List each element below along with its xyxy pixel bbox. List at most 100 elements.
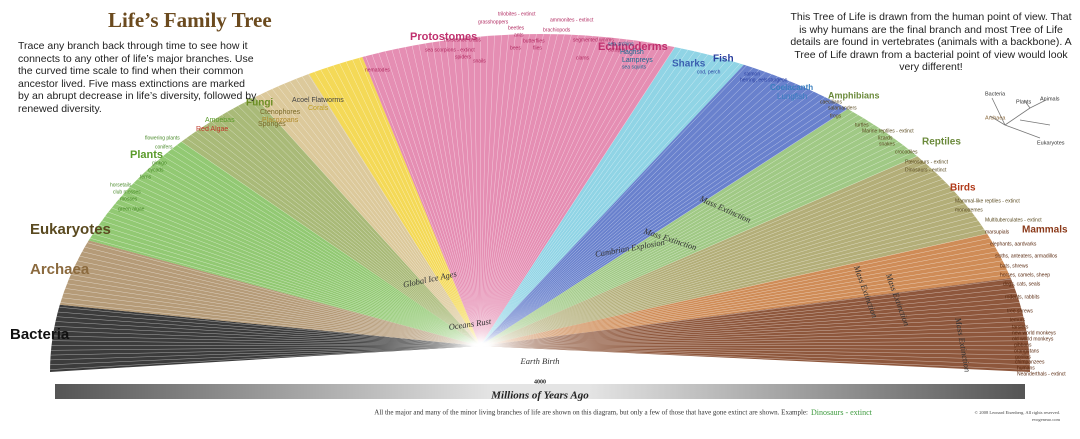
- branch-line: [171, 148, 481, 347]
- species-label: ants: [514, 32, 524, 38]
- branch-line: [479, 186, 951, 347]
- inset-label: Archaea: [985, 115, 1006, 121]
- branch-line: [479, 74, 772, 347]
- branch-line: [186, 137, 481, 347]
- branch-line: [65, 288, 481, 347]
- branch-line: [479, 131, 885, 347]
- branch-line: [479, 152, 913, 347]
- species-label: beetles: [508, 25, 525, 31]
- group-label: Mammals: [1022, 225, 1068, 236]
- branch-line: [479, 102, 837, 347]
- species-label: dogs, cats, seals: [1003, 281, 1041, 287]
- branch-line: [371, 54, 481, 347]
- branch-line: [333, 65, 481, 347]
- branch-line: [55, 321, 481, 347]
- branch-line: [479, 42, 648, 347]
- branch-line: [479, 163, 926, 347]
- branch-line: [479, 330, 1027, 347]
- branch-line: [479, 237, 991, 347]
- branch-line: [101, 220, 481, 347]
- branch-line: [479, 37, 607, 347]
- branch-line: [176, 144, 481, 347]
- branch-line: [378, 52, 481, 347]
- group-label: Coelacanth: [770, 83, 813, 92]
- inset-label: Eukaryotes: [1037, 140, 1065, 146]
- branch-line: [479, 134, 890, 347]
- branch-line: [162, 155, 481, 347]
- branch-line: [479, 59, 728, 347]
- branch-line: [104, 216, 481, 347]
- group-label: Lungfish: [777, 92, 807, 101]
- website: evogeneao.com: [1032, 417, 1061, 422]
- branch-line: [479, 114, 859, 347]
- branch-line: [479, 144, 904, 347]
- group-label: Eukaryotes: [30, 221, 111, 238]
- group-label: Corals: [308, 105, 329, 112]
- branch-line: [49, 345, 481, 370]
- branch-line: [479, 220, 979, 347]
- branch-line: [479, 81, 791, 347]
- branch-line: [68, 278, 481, 347]
- branch-line: [479, 191, 955, 347]
- branch-line: [479, 65, 747, 347]
- branch-line: [479, 34, 579, 347]
- branch-line: [479, 71, 766, 347]
- species-label: chimpanzees: [1015, 359, 1045, 365]
- species-label: trilobites - extinct: [498, 11, 536, 17]
- species-label: horses, camels, sheep: [1000, 272, 1050, 278]
- branch-line: [479, 46, 675, 347]
- branch-line: [479, 246, 996, 347]
- branch-line: [479, 34, 572, 347]
- branch-line: [211, 121, 481, 347]
- species-label: caecilians: [820, 99, 842, 105]
- species-label: snails: [473, 58, 486, 64]
- species-label: sloths, anteaters, armadillos: [995, 253, 1058, 259]
- branch-sector: [480, 109, 918, 346]
- group-label: Amphibians: [828, 90, 880, 100]
- branch-line: [271, 88, 481, 347]
- species-label: butterflies: [523, 38, 545, 44]
- branch-line: [439, 41, 481, 347]
- species-label: conifers: [155, 144, 173, 150]
- branch-line: [53, 330, 481, 347]
- branch-line: [479, 269, 1008, 347]
- branch-line: [237, 105, 481, 347]
- branch-line: [345, 61, 481, 347]
- group-label: Birds: [950, 183, 976, 194]
- branch-line: [200, 127, 481, 347]
- branch-line: [479, 292, 1017, 347]
- branch-line: [82, 251, 481, 347]
- branch-line: [479, 105, 843, 347]
- branch-line: [479, 297, 1019, 347]
- branch-line: [479, 43, 655, 347]
- branch-line: [52, 335, 481, 347]
- branch-line: [122, 195, 481, 347]
- species-label: Multituberculates - extinct: [985, 217, 1042, 223]
- species-label: elephants, aardvarks: [990, 241, 1037, 247]
- species-label: tarsiers: [1012, 324, 1029, 330]
- group-label: Bacteria: [10, 326, 70, 343]
- branch-line: [479, 111, 854, 347]
- branch-sector: [255, 73, 480, 347]
- branch-line: [129, 186, 481, 347]
- branch-line: [92, 233, 481, 347]
- species-label: green algae: [118, 206, 145, 212]
- branch-line: [479, 141, 899, 347]
- branch-line: [479, 302, 1020, 347]
- branch-line: [75, 265, 481, 347]
- branch-line: [479, 86, 803, 347]
- branch-line: [479, 345, 1031, 370]
- branch-line: [479, 242, 993, 347]
- species-label: bees: [510, 45, 521, 51]
- species-label: gorillas: [1015, 354, 1031, 360]
- group-label: Protostomes: [410, 31, 477, 43]
- branch-line: [260, 94, 481, 347]
- branch-line: [61, 297, 481, 347]
- branch-line: [167, 152, 481, 347]
- branch-line: [50, 345, 481, 366]
- species-label: sea urchins: [608, 41, 634, 47]
- branch-line: [479, 340, 1028, 347]
- inset-label: Animals: [1040, 96, 1060, 102]
- branch-line: [479, 345, 1030, 361]
